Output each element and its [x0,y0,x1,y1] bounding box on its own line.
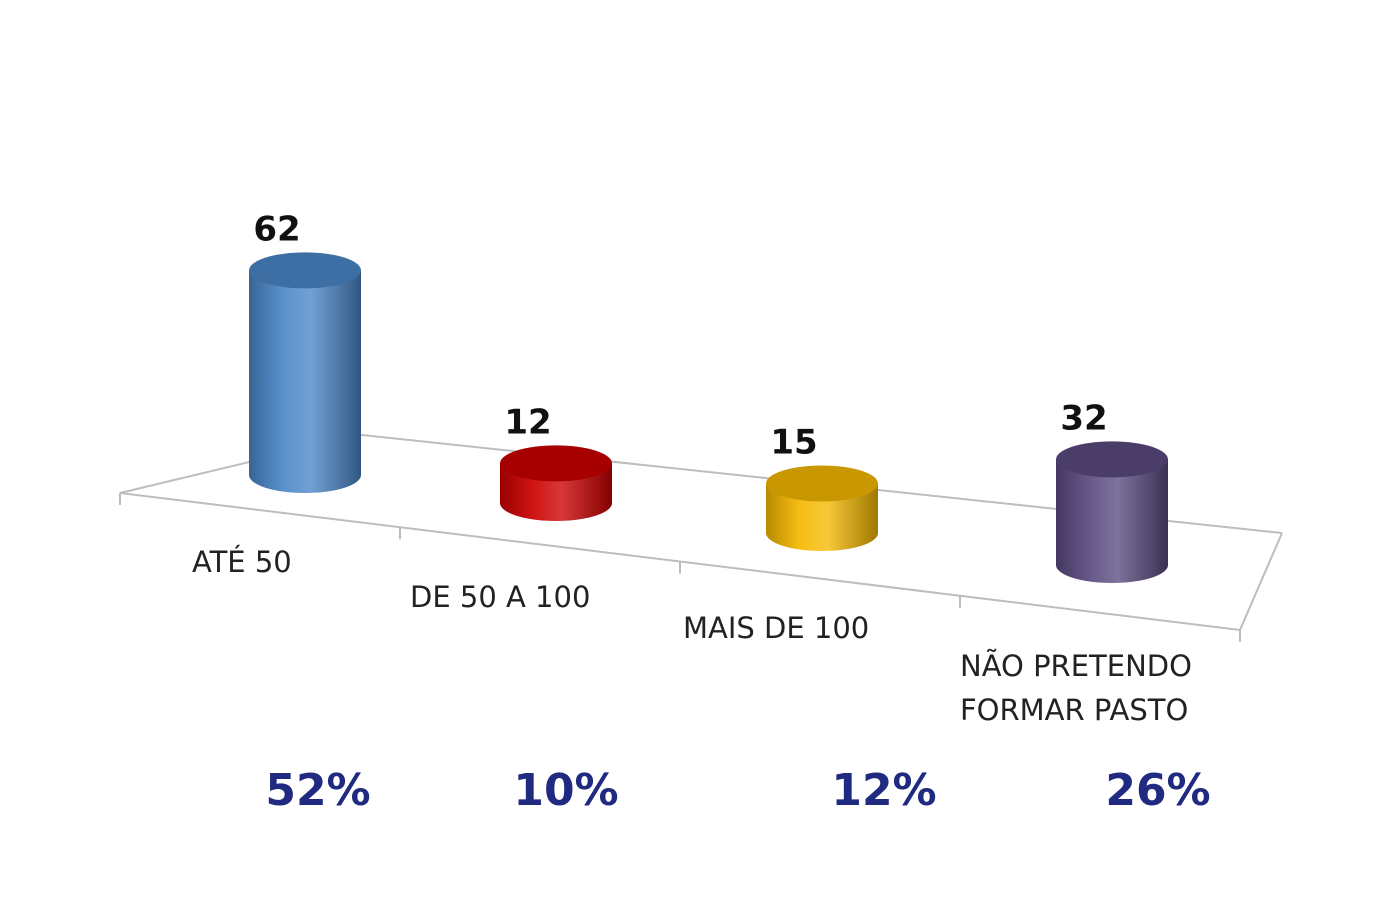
category-label: NÃO PRETENDO FORMAR PASTO [960,649,1192,727]
bar-body [766,483,878,551]
data-label: 12 [504,402,551,442]
bar [766,465,878,551]
percentage-label: 12% [831,765,936,816]
bar [1056,441,1168,583]
percentage-label: 52% [265,765,370,816]
label-layer: 62 12 15 32 ATÉ 50 DE 50 A 100 MAIS DE 100 NÃO … [192,209,1211,816]
data-label: 15 [770,423,817,463]
bar-top [249,252,361,289]
bar-top [500,445,612,482]
bar-body [249,270,361,493]
category-label-line: DE 50 A 100 [410,580,590,614]
category-label: MAIS DE 100 [683,611,869,645]
percentage-label: 26% [1105,765,1210,816]
category-label-line: ATÉ 50 [192,545,292,579]
bar-body [1056,459,1168,583]
category-label: DE 50 A 100 [410,580,590,614]
data-label: 62 [253,209,300,249]
data-label: 32 [1060,398,1107,438]
bar [249,252,361,493]
category-label-line: MAIS DE 100 [683,611,869,645]
category-label-line: NÃO PRETENDO [960,649,1192,683]
bar-top [1056,441,1168,478]
bar [500,445,612,521]
floor-right-edge [1239,532,1283,631]
percentage-label: 10% [513,765,618,816]
bar-layer [249,252,1168,583]
category-label-line: FORMAR PASTO [960,693,1188,727]
category-label: ATÉ 50 [192,545,292,579]
bar-top [766,465,878,502]
